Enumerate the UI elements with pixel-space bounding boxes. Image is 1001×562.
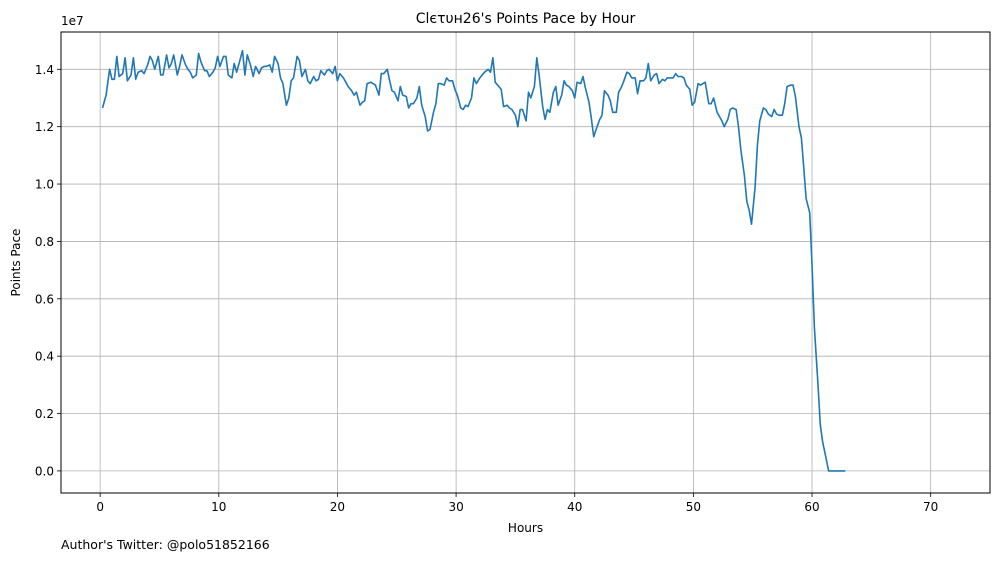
y-axis-label: Points Pace [9, 229, 23, 297]
x-tick-label: 40 [567, 500, 582, 514]
y-tick-label: 0.8 [35, 235, 54, 249]
line-layer [101, 49, 846, 472]
tick-layer: 0 10 20 30 40 50 60 70 0.0 0.2 0.4 0.6 0.8 1.0 1.2 1.4 [35, 63, 938, 514]
y-tick-label: 0.0 [35, 464, 54, 478]
x-tick-label: 60 [804, 500, 819, 514]
axes-frame [60, 31, 991, 494]
y-scale-label: 1e7 [61, 14, 84, 28]
x-tick-label: 70 [923, 500, 938, 514]
x-tick-label: 0 [96, 500, 104, 514]
x-tick-label: 30 [448, 500, 463, 514]
y-tick-label: 1.4 [35, 63, 54, 77]
x-axis-label: Hours [508, 521, 543, 535]
grid-layer [61, 32, 990, 493]
x-tick-label: 50 [686, 500, 701, 514]
series-line [101, 49, 846, 472]
y-tick-label: 1.2 [35, 120, 54, 134]
x-tick-label: 10 [211, 500, 226, 514]
author-credit: Author's Twitter: @polo51852166 [61, 537, 270, 552]
x-tick-label: 20 [330, 500, 345, 514]
chart-title: Clєτυн26's Points Pace by Hour [416, 11, 636, 27]
y-tick-label: 0.6 [35, 292, 54, 306]
y-tick-label: 1.0 [35, 178, 54, 192]
y-tick-label: 0.4 [35, 350, 54, 364]
chart: 0 10 20 30 40 50 60 700.00.20.40.60.81.01.21.4 … [9, 11, 991, 535]
y-tick-label: 0.2 [35, 407, 54, 421]
